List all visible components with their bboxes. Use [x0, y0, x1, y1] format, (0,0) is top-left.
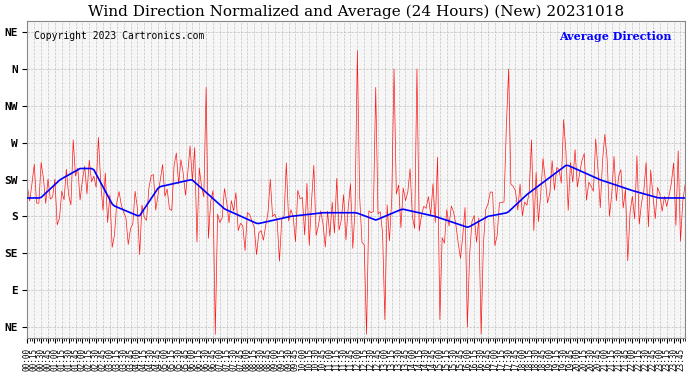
Title: Wind Direction Normalized and Average (24 Hours) (New) 20231018: Wind Direction Normalized and Average (2…	[88, 4, 624, 18]
Text: Average Direction: Average Direction	[560, 31, 672, 42]
Text: Copyright 2023 Cartronics.com: Copyright 2023 Cartronics.com	[34, 31, 204, 40]
